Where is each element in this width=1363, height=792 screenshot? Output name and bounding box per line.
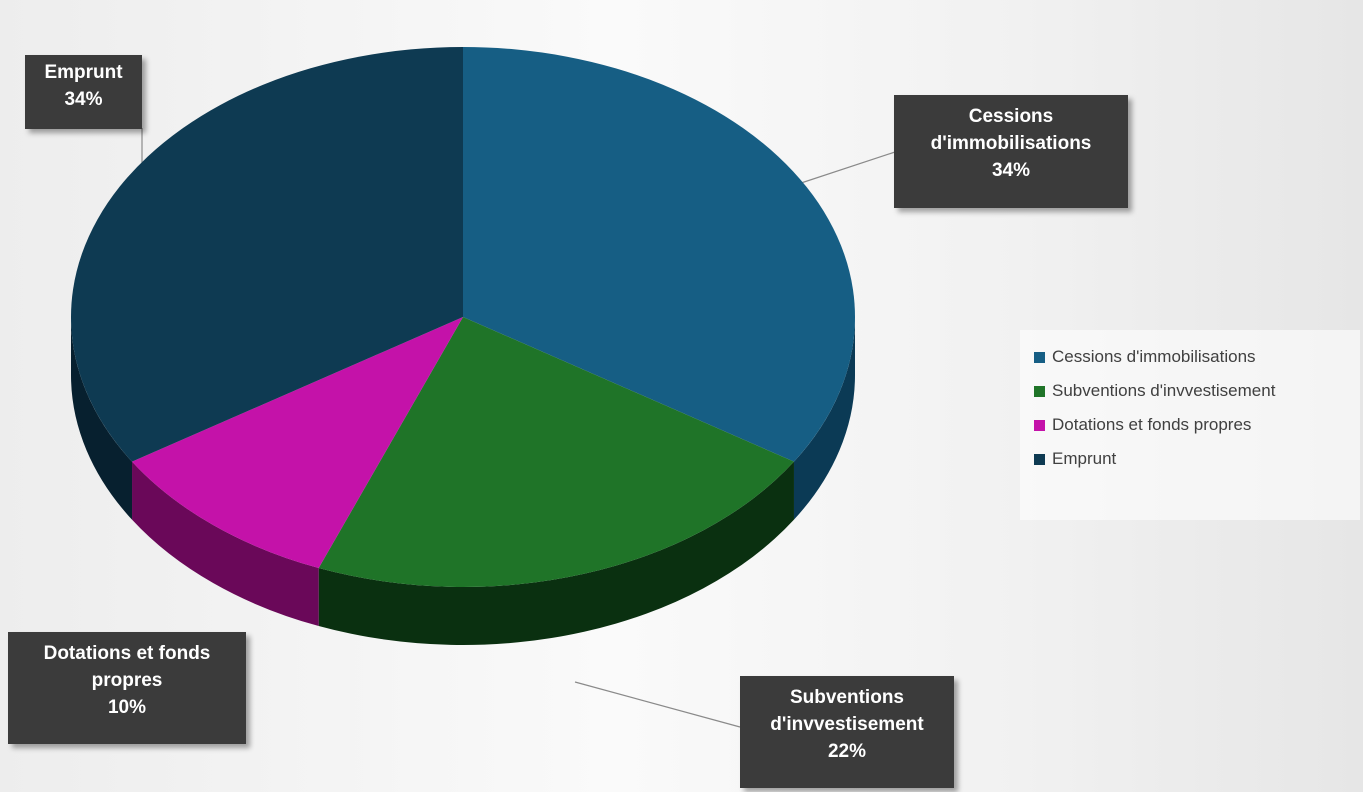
legend-item-subventions: Subventions d'invvestisement: [1034, 374, 1360, 408]
callout-emprunt: Emprunt 34%: [25, 55, 142, 129]
legend-label-subventions: Subventions d'invvestisement: [1052, 381, 1276, 400]
callout-emprunt-line-1: Emprunt: [44, 62, 123, 83]
callout-dotations: Dotations et fonds propres 10%: [8, 632, 246, 744]
pie-side-emprunt: [71, 317, 133, 520]
callout-emprunt-value: 34%: [64, 89, 103, 110]
pie-side-subventions: [318, 461, 794, 645]
legend-swatch-emprunt: [1034, 453, 1045, 465]
legend-swatch-dotations: [1034, 419, 1045, 431]
legend: Cessions d'immobilisations Subventions d…: [1020, 330, 1360, 520]
pie-slice-subventions: [318, 317, 794, 587]
callout-cessions: Cessions d'immobilisations 34%: [894, 95, 1128, 208]
legend-item-cessions: Cessions d'immobilisations: [1034, 340, 1360, 374]
callout-subventions-line-1: Subventions: [789, 687, 904, 708]
callout-cessions-line-2: d'immobilisations: [930, 133, 1092, 154]
callout-subventions-line-2: d'invvestisement: [770, 714, 924, 735]
legend-label-emprunt: Emprunt: [1052, 449, 1117, 468]
callout-subventions: Subventions d'invvestisement 22%: [740, 676, 954, 788]
legend-item-emprunt: Emprunt: [1034, 442, 1360, 476]
pie-slice-dotations: [132, 317, 464, 569]
pie-slice-emprunt: [70, 47, 463, 462]
pie-slice-cessions: [463, 47, 855, 462]
callout-cessions-line-1: Cessions: [968, 106, 1054, 127]
pie-sides: [71, 317, 855, 645]
legend-item-dotations: Dotations et fonds propres: [1034, 408, 1360, 442]
callout-cessions-value: 34%: [991, 160, 1031, 181]
leader-line-cessions: [791, 151, 896, 187]
callout-dotations-value: 10%: [107, 697, 147, 718]
leader-line-subventions: [574, 681, 741, 728]
legend-swatch-subventions: [1034, 385, 1045, 397]
callout-dotations-line-1: Dotations et fonds: [43, 643, 211, 664]
legend-swatch-cessions: [1034, 351, 1045, 363]
legend-label-cessions: Cessions d'immobilisations: [1052, 347, 1256, 366]
pie-tops: [70, 47, 855, 587]
pie-side-cessions: [793, 317, 855, 520]
legend-label-dotations: Dotations et fonds propres: [1052, 415, 1252, 434]
callout-subventions-value: 22%: [827, 741, 867, 762]
callout-dotations-line-2: propres: [91, 670, 163, 691]
pie-side-dotations: [132, 461, 319, 627]
